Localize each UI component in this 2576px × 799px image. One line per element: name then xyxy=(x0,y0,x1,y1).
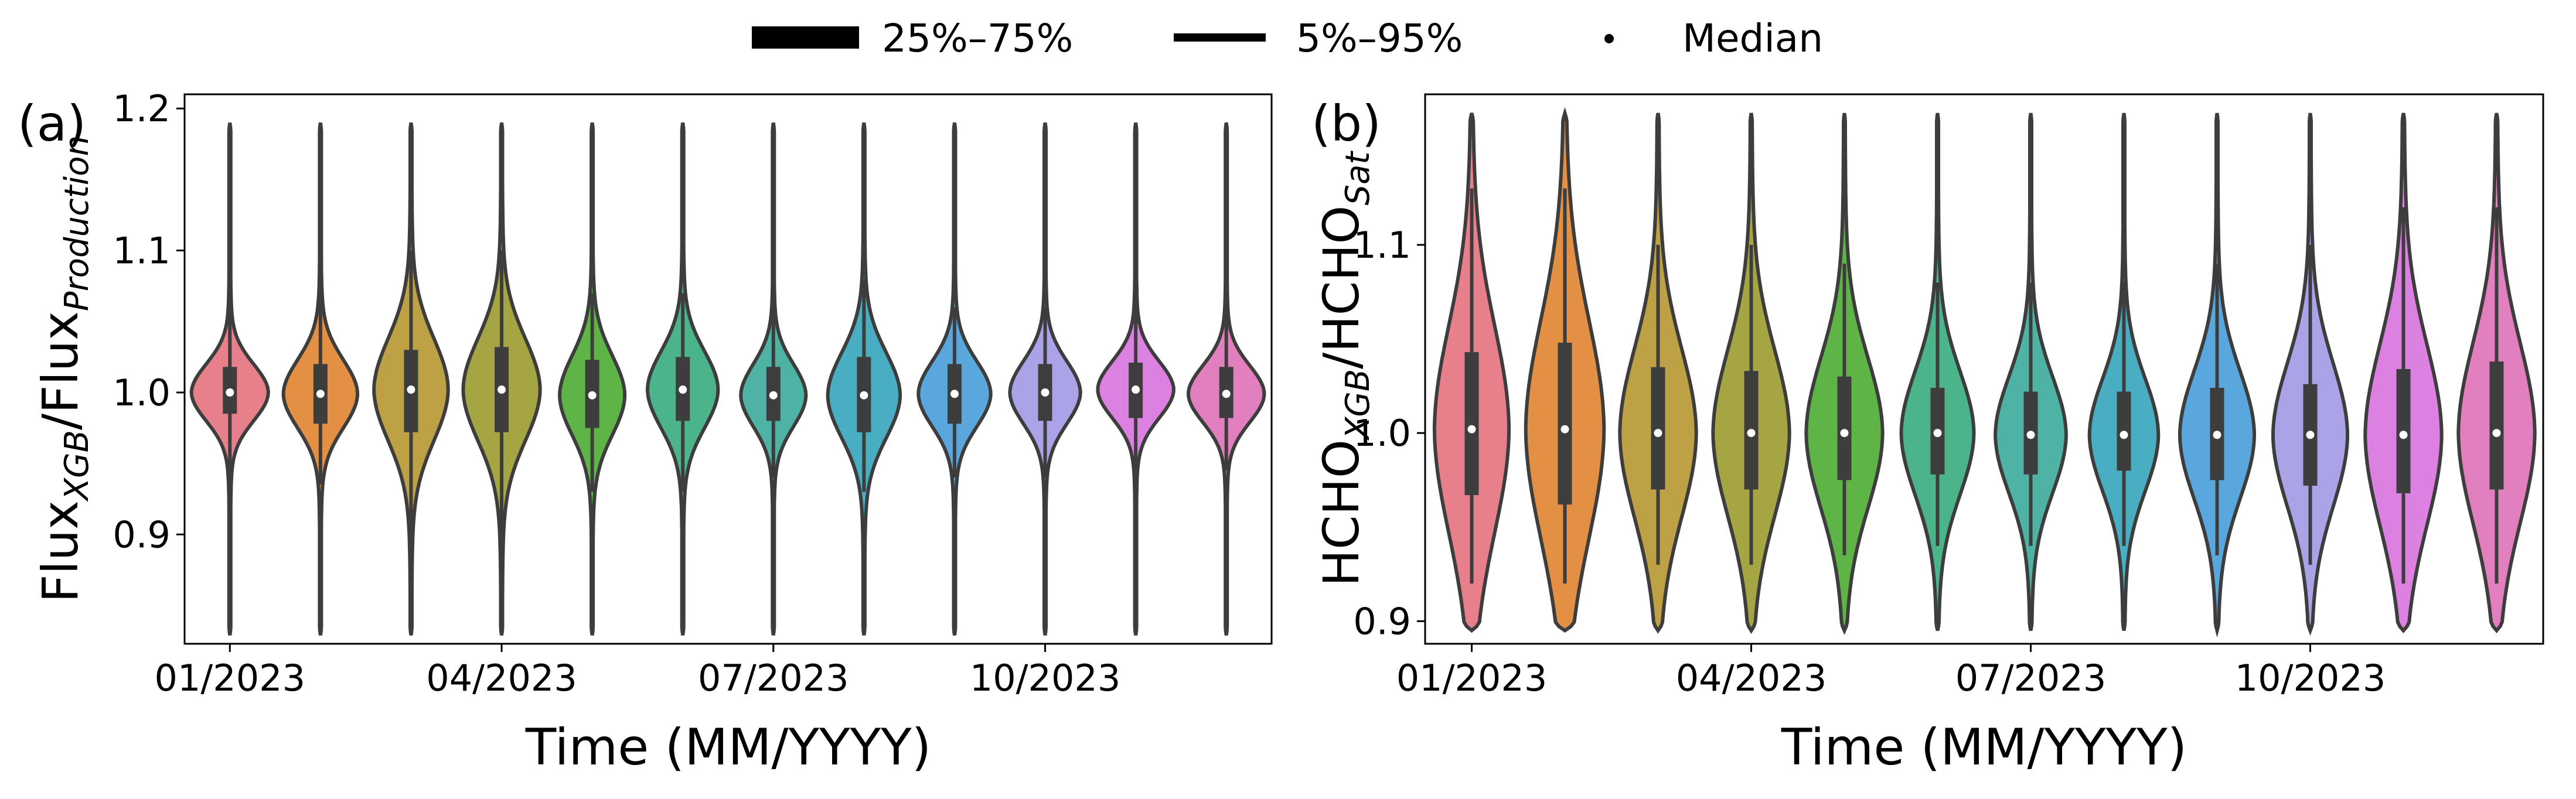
median-dot-a-07-2023 xyxy=(769,391,778,400)
y-axis-title-b-part2: /HCHO xyxy=(1313,206,1370,369)
legend-swatch-median xyxy=(1604,34,1614,43)
median-dot-b-10-2023 xyxy=(2306,431,2315,439)
iqr-box-b-12-2023 xyxy=(2489,361,2504,490)
x-axis-ticks-b: 01/2023 04/2023 07/2023 10/2023 xyxy=(1396,644,2386,699)
plot-area-b xyxy=(1432,107,2537,638)
x-tick-label-a: 07/2023 xyxy=(698,657,849,699)
y-tick-label-b: 1.1 xyxy=(1353,224,1411,267)
x-tick-label-a: 01/2023 xyxy=(155,657,306,699)
median-dot-a-12-2023 xyxy=(1222,390,1231,398)
plot-area-a xyxy=(189,122,1266,636)
y-axis-title-a-part1: Flux xyxy=(32,500,89,603)
median-dot-b-09-2023 xyxy=(2213,431,2221,439)
panel-label-a: (a) xyxy=(18,95,86,152)
y-tick-label-b: 0.9 xyxy=(1353,600,1411,643)
median-dot-b-02-2023 xyxy=(1560,425,1569,433)
median-dot-a-09-2023 xyxy=(950,390,959,398)
median-dot-b-03-2023 xyxy=(1654,429,1662,438)
legend-label-iqr: 25%–75% xyxy=(882,16,1073,61)
y-axis-title-b-sub2: Sat xyxy=(1339,151,1377,206)
iqr-box-b-03-2023 xyxy=(1651,367,1665,490)
panel-label-b: (b) xyxy=(1311,95,1381,152)
iqr-box-b-01-2023 xyxy=(1464,352,1479,496)
median-dot-b-11-2023 xyxy=(2399,431,2408,439)
y-tick-label-a: 1.2 xyxy=(113,87,171,130)
iqr-box-b-05-2023 xyxy=(1837,376,1852,480)
panel-b: (b) 0.9 1.0 1.1 01/2023 04/2023 07/2023 10/20… xyxy=(1311,93,2544,777)
median-dot-a-05-2023 xyxy=(588,391,597,400)
median-dot-a-02-2023 xyxy=(316,390,325,398)
x-axis-title-a: Time (MM/YYYY) xyxy=(525,718,931,777)
median-dot-a-11-2023 xyxy=(1132,385,1140,394)
y-tick-label-a: 0.9 xyxy=(113,513,171,556)
y-axis-ticks-b: 0.9 1.0 1.1 xyxy=(1353,224,1425,643)
x-tick-label-b: 10/2023 xyxy=(2235,657,2386,699)
median-dot-b-08-2023 xyxy=(2120,431,2128,439)
y-axis-ticks-a: 0.9 1.0 1.1 1.2 xyxy=(113,87,185,556)
y-axis-title-a: FluxXGB/FluxProduction xyxy=(32,135,96,603)
median-dot-b-05-2023 xyxy=(1840,429,1849,438)
x-tick-label-a: 10/2023 xyxy=(970,657,1121,699)
x-axis-ticks-a: 01/2023 04/2023 07/2023 10/2023 xyxy=(155,644,1121,699)
median-dot-a-06-2023 xyxy=(679,385,687,394)
median-dot-b-12-2023 xyxy=(2492,429,2501,438)
x-tick-label-b: 04/2023 xyxy=(1676,657,1827,699)
median-dot-a-01-2023 xyxy=(226,388,234,397)
median-dot-a-04-2023 xyxy=(498,385,506,394)
median-dot-b-07-2023 xyxy=(2026,431,2035,439)
panel-a: (a) 0.9 1.0 1.1 1.2 01/2023 04/2023 07/2023 10… xyxy=(18,87,1273,777)
axes-frame-a xyxy=(183,93,1273,645)
y-axis-title-b: HCHOXGB/HCHOSat xyxy=(1313,151,1377,587)
y-tick-label-a: 1.0 xyxy=(113,371,171,414)
legend-swatch-whisker xyxy=(1174,33,1266,42)
axes-frame-b xyxy=(1424,93,2544,645)
y-axis-title-a-sub1: XGB xyxy=(58,430,96,502)
legend: 25%–75% 5%–95% Median xyxy=(752,16,1823,61)
iqr-box-b-02-2023 xyxy=(1558,343,1572,505)
y-tick-label-b: 1.0 xyxy=(1353,412,1411,455)
y-axis-title-a-sub2: Production xyxy=(58,135,96,311)
median-dot-a-10-2023 xyxy=(1041,388,1050,397)
x-tick-label-b: 07/2023 xyxy=(1955,657,2107,699)
y-axis-title-b-sub1: XGB xyxy=(1339,369,1377,441)
y-axis-title-b-part1: HCHO xyxy=(1313,439,1370,586)
median-dot-a-08-2023 xyxy=(860,391,868,400)
median-dot-a-03-2023 xyxy=(407,385,415,394)
legend-swatch-iqr xyxy=(752,26,859,49)
median-dot-b-04-2023 xyxy=(1747,429,1756,438)
legend-label-whisker: 5%–95% xyxy=(1296,16,1463,61)
x-tick-label-a: 04/2023 xyxy=(426,657,577,699)
median-dot-b-01-2023 xyxy=(1467,425,1476,433)
x-tick-label-b: 01/2023 xyxy=(1396,657,1548,699)
median-dot-b-06-2023 xyxy=(1933,429,1942,438)
y-tick-label-a: 1.1 xyxy=(113,230,171,272)
x-axis-title-b: Time (MM/YYYY) xyxy=(1781,718,2187,777)
y-axis-title-a-part2: /Flux xyxy=(32,311,89,430)
legend-label-median: Median xyxy=(1682,16,1823,61)
